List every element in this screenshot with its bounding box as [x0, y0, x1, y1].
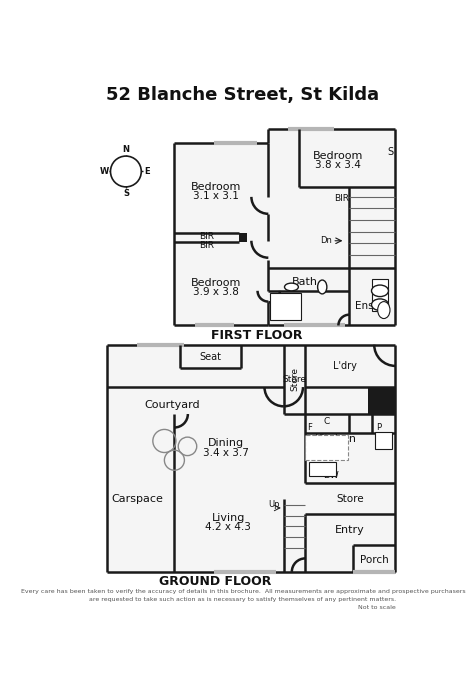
Text: Up: Up — [269, 500, 280, 509]
Text: Bedroom: Bedroom — [312, 151, 363, 161]
Bar — [372, 278, 389, 311]
Text: S: S — [123, 189, 129, 198]
Text: Living: Living — [211, 513, 245, 523]
Text: 3.1 x 3.1: 3.1 x 3.1 — [193, 191, 239, 201]
Text: Carspace: Carspace — [111, 494, 164, 504]
Text: 3.9 x 3.8: 3.9 x 3.8 — [193, 287, 239, 297]
Ellipse shape — [318, 280, 327, 294]
Text: F: F — [307, 424, 311, 433]
Text: DW: DW — [323, 471, 338, 480]
Text: 4.2 x 4.3: 4.2 x 4.3 — [205, 522, 251, 532]
Text: Entry: Entry — [335, 524, 365, 535]
Bar — [268, 129, 395, 325]
Bar — [270, 293, 301, 320]
Text: Dining: Dining — [208, 438, 244, 448]
Bar — [374, 432, 392, 448]
Text: 52 Blanche Street, St Kilda: 52 Blanche Street, St Kilda — [106, 86, 380, 104]
Ellipse shape — [372, 285, 389, 296]
Text: Store: Store — [290, 368, 299, 391]
Text: Bath: Bath — [292, 276, 319, 287]
Text: Not to scale: Not to scale — [358, 605, 395, 609]
Bar — [107, 345, 395, 572]
Text: Every care has been taken to verify the accuracy of details in this brochure.  A: Every care has been taken to verify the … — [20, 589, 465, 594]
Text: Bedroom: Bedroom — [191, 182, 241, 192]
Text: BIR: BIR — [199, 232, 214, 241]
Text: Bedroom: Bedroom — [191, 278, 241, 288]
Text: E: E — [145, 167, 150, 176]
Text: Dn: Dn — [320, 236, 332, 245]
Text: 3.8 x 3.4: 3.8 x 3.4 — [315, 160, 361, 170]
Ellipse shape — [378, 301, 390, 319]
Text: Store: Store — [336, 494, 364, 504]
Text: are requested to take such action as is necessary to satisfy themselves of any p: are requested to take such action as is … — [90, 597, 396, 602]
Text: BIR: BIR — [334, 194, 349, 203]
Text: P: P — [376, 424, 381, 433]
Text: Porch: Porch — [360, 556, 389, 565]
Text: S: S — [387, 147, 393, 158]
Bar — [309, 462, 336, 475]
Text: Kitchen: Kitchen — [315, 435, 357, 444]
Text: W: W — [100, 167, 109, 176]
Text: BIR: BIR — [199, 241, 214, 250]
Text: Courtyard: Courtyard — [144, 400, 200, 410]
Text: Seat: Seat — [200, 352, 221, 362]
Ellipse shape — [284, 283, 298, 291]
Bar — [305, 435, 347, 460]
Text: N: N — [122, 145, 129, 154]
Text: FIRST FLOOR: FIRST FLOOR — [210, 329, 302, 342]
Text: Ens: Ens — [356, 301, 374, 311]
Ellipse shape — [372, 299, 389, 310]
Bar — [239, 233, 247, 243]
Text: C: C — [324, 417, 330, 426]
Bar — [174, 143, 268, 325]
Circle shape — [110, 156, 141, 187]
Text: L'dry: L'dry — [333, 361, 357, 371]
Text: 3.4 x 3.7: 3.4 x 3.7 — [203, 448, 249, 457]
Text: GROUND FLOOR: GROUND FLOOR — [159, 576, 272, 588]
Bar — [368, 387, 395, 414]
Text: Store: Store — [283, 375, 307, 384]
